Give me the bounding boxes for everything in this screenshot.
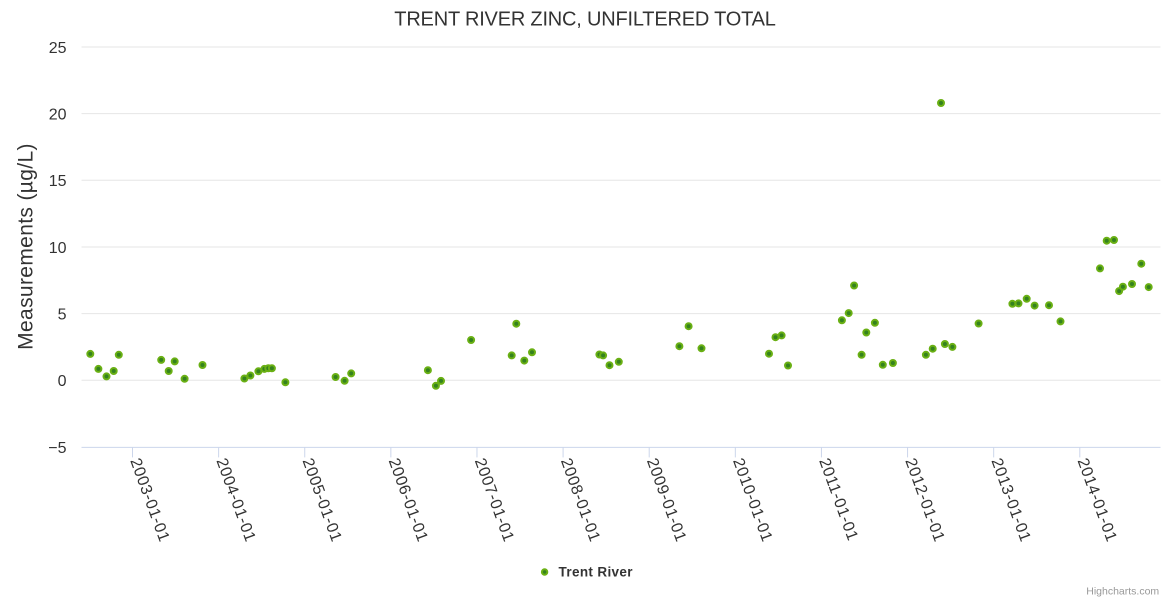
svg-text:TRENT RIVER ZINC, UNFILTERED T: TRENT RIVER ZINC, UNFILTERED TOTAL (394, 9, 775, 31)
svg-text:Trent River: Trent River (559, 565, 634, 580)
svg-text:5: 5 (58, 306, 67, 323)
svg-text:20: 20 (49, 107, 67, 124)
svg-text:Measurements (µg/L): Measurements (µg/L) (15, 143, 38, 350)
svg-text:15: 15 (49, 173, 67, 190)
svg-text:Highcharts.com: Highcharts.com (1086, 586, 1159, 598)
svg-text:0: 0 (58, 373, 67, 390)
svg-text:10: 10 (49, 240, 67, 257)
svg-text:25: 25 (49, 40, 67, 57)
svg-text:−5: −5 (48, 440, 66, 457)
